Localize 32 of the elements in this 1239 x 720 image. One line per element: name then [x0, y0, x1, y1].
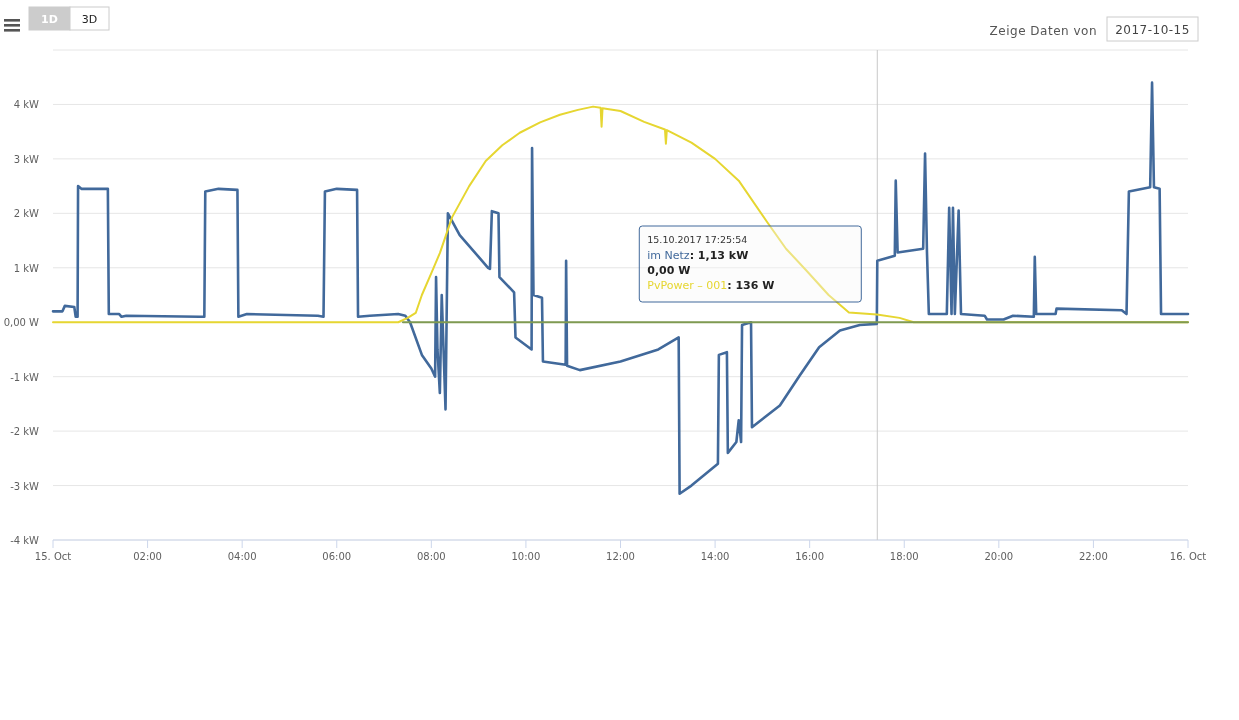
y-tick-label: 4 kW	[13, 99, 40, 111]
x-tick-label: 16:00	[795, 551, 825, 562]
x-tick-label: 14:00	[700, 551, 730, 562]
annotation: 0,00 W	[647, 264, 691, 277]
y-tick-label: -1 kW	[10, 371, 40, 383]
y-tick-label: 1 kW	[13, 262, 40, 274]
text: 2017-10-15	[1115, 23, 1190, 37]
annotation: 15.10.2017 17:25:54	[647, 234, 748, 245]
x-tick-label: 18:00	[889, 551, 919, 562]
y-tick-label: -3 kW	[10, 480, 40, 492]
x-tick-label: 16. Oct	[1169, 551, 1207, 562]
x-tick-label: 12:00	[606, 551, 635, 562]
x-tick-label: 20:00	[984, 551, 1014, 562]
x-tick-label: 02:00	[133, 551, 162, 562]
text: im Netz	[647, 249, 690, 262]
y-tick-label: -2 kW	[10, 426, 40, 438]
line-series	[51, 81, 1190, 496]
y-tick-label: 3 kW	[13, 153, 40, 165]
y-tick-label: 2 kW	[13, 208, 40, 220]
text: Zeige Daten von	[989, 24, 1097, 38]
text: PvPower – 001	[647, 279, 728, 292]
y-tick-label: -4 kW	[10, 535, 40, 546]
y-tick-label: 0,00 W	[3, 317, 40, 329]
x-tick-label: 08:00	[416, 551, 446, 562]
annotation: : 1,13 kW	[689, 249, 749, 262]
x-tick-label: 06:00	[322, 551, 352, 562]
x-tick-label: 22:00	[1079, 551, 1108, 562]
x-tick-label: 04:00	[227, 551, 257, 562]
annotation: : 136 W	[727, 279, 775, 292]
x-tick-label: 10:00	[511, 551, 541, 562]
x-tick-label: 15. Oct	[34, 551, 72, 562]
text: 3D	[81, 13, 98, 26]
